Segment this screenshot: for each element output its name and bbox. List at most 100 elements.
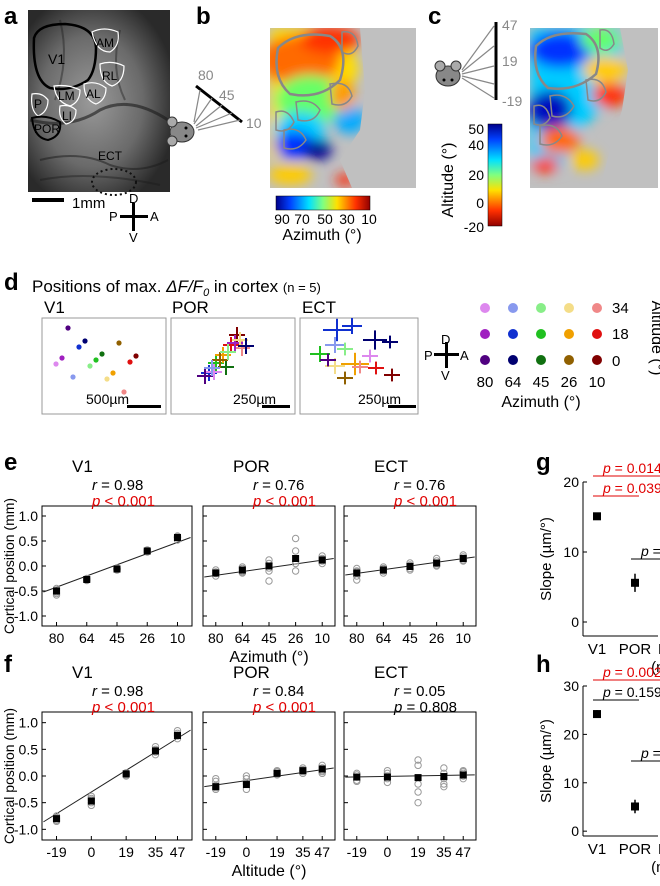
x-tick-label: 0 xyxy=(384,844,392,860)
p-value: p = 0.808 xyxy=(393,699,457,716)
y-tick-label: 20 xyxy=(563,474,579,490)
svg-text:-20: -20 xyxy=(464,219,484,235)
category-label: V1 xyxy=(588,841,606,858)
panel-d-box-por xyxy=(170,317,296,415)
chart-f-V1: 1.0 0.5 0.0 -0.5 -1.0 -19 0 19 35 47 V1r = 0.98p <… xyxy=(1,663,193,860)
slope-marker xyxy=(593,710,601,719)
panel-label-g: g xyxy=(536,449,551,476)
x-tick-label: 26 xyxy=(288,630,304,646)
chart-g: 20 10 0 V1 POR ECT(n = 5) Slope (µm/°) p = 0.01… xyxy=(538,460,660,676)
x-tick-label: 26 xyxy=(139,630,155,646)
area-label-li: LI xyxy=(62,109,72,123)
v1-position-dot xyxy=(93,357,99,363)
area-label-v1: V1 xyxy=(48,51,65,67)
area-label-rl: RL xyxy=(102,69,118,83)
v1-position-dot xyxy=(59,355,65,361)
fan-label-minus19: -19 xyxy=(502,93,522,109)
chart-e-V1: 1.0 0.5 0.0 -0.5 -1.0 80 64 45 26 10 V1r = 0.98p <… xyxy=(1,457,193,646)
x-tick-label: -19 xyxy=(206,844,226,860)
n-label: (n = 5) xyxy=(651,659,660,676)
panel-label-d: d xyxy=(4,269,19,296)
legend-xlabel: Azimuth (°) xyxy=(501,394,580,411)
individual-point xyxy=(414,756,422,764)
legend-dot-0-0 xyxy=(480,303,490,313)
y-tick-label: 0.0 xyxy=(19,768,39,784)
individual-point xyxy=(440,782,448,791)
legend-dot-2-1 xyxy=(508,355,518,365)
svg-text:34: 34 xyxy=(612,300,629,317)
p-value: p < 0.001 xyxy=(252,493,316,510)
svg-text:70: 70 xyxy=(294,211,310,227)
svg-text:40: 40 xyxy=(468,137,484,153)
svg-text:90: 90 xyxy=(274,211,290,227)
panel-d-positions xyxy=(53,318,400,395)
category-label: ECT xyxy=(658,841,660,858)
chart-title: POR xyxy=(233,457,270,476)
y-axis-label: Slope (µm/°) xyxy=(538,517,555,601)
y-axis-label: Cortical position (mm) xyxy=(1,708,17,844)
panel-label-h: h xyxy=(536,651,551,678)
svg-text:P: P xyxy=(109,209,118,224)
chart-frame xyxy=(202,711,336,841)
x-tick-label: 0 xyxy=(87,844,95,860)
y-tick-label: -0.5 xyxy=(14,795,38,811)
chart-title: ECT xyxy=(374,663,408,682)
r-value: r = 0.76 xyxy=(394,477,445,494)
mean-marker xyxy=(459,555,467,562)
y-tick-label: 0 xyxy=(571,823,579,839)
individual-point xyxy=(414,788,422,796)
x-tick-label: -19 xyxy=(46,844,66,860)
v1-position-dot xyxy=(104,376,110,382)
panel-label-c: c xyxy=(428,3,441,30)
x-tick-label: 64 xyxy=(235,630,251,646)
x-tick-label: 19 xyxy=(269,844,285,860)
chart-title: ECT xyxy=(374,457,408,476)
panel-label-b: b xyxy=(196,3,211,30)
panel-d-area-por: POR xyxy=(172,298,209,317)
x-tick-label: 45 xyxy=(261,630,277,646)
individual-point xyxy=(414,761,422,770)
area-label-por: POR xyxy=(34,122,60,136)
mean-marker xyxy=(318,556,326,564)
panel-label-a: a xyxy=(4,3,18,30)
svg-text:500µm: 500µm xyxy=(86,391,129,407)
legend-dot-0-2 xyxy=(536,303,546,313)
scale-label-1mm: 1mm xyxy=(72,195,105,212)
p-value: p < 0.001 xyxy=(252,699,316,716)
svg-text:250µm: 250µm xyxy=(233,391,276,407)
category-label: POR xyxy=(619,841,652,858)
azimuth-colorbar-title: Azimuth (°) xyxy=(282,227,361,244)
r-value: r = 0.05 xyxy=(394,683,445,700)
fit-line xyxy=(345,774,475,778)
svg-text:10: 10 xyxy=(589,374,606,391)
p-value: p < 0.001 xyxy=(393,493,457,510)
x-tick-label: 10 xyxy=(455,630,471,646)
legend-dot-2-3 xyxy=(564,355,574,365)
x-tick-label: 45 xyxy=(402,630,418,646)
legend-dot-0-3 xyxy=(564,303,574,313)
x-tick-label: 19 xyxy=(410,844,426,860)
svg-text:A: A xyxy=(150,209,159,224)
x-tick-label: 80 xyxy=(349,630,365,646)
svg-text:A: A xyxy=(460,348,469,363)
svg-text:26: 26 xyxy=(561,374,578,391)
svg-text:D: D xyxy=(129,191,138,206)
category-label: ECT xyxy=(658,641,660,658)
svg-text:250µm: 250µm xyxy=(358,391,401,407)
mean-marker xyxy=(292,555,300,562)
v1-position-dot xyxy=(65,325,71,331)
r-value: r = 0.84 xyxy=(253,683,304,700)
mean-marker xyxy=(318,765,326,773)
mean-marker xyxy=(353,773,361,781)
individual-point xyxy=(353,576,361,584)
mean-marker xyxy=(173,731,181,739)
altitude-colorbar xyxy=(487,123,503,227)
category-label: POR xyxy=(619,641,652,658)
comparison-p-value: p = 0.039 xyxy=(602,480,660,496)
y-tick-label: 20 xyxy=(563,726,579,742)
v1-position-dot xyxy=(87,363,93,369)
mean-marker xyxy=(151,747,159,755)
mouse-icon-b xyxy=(166,116,195,147)
